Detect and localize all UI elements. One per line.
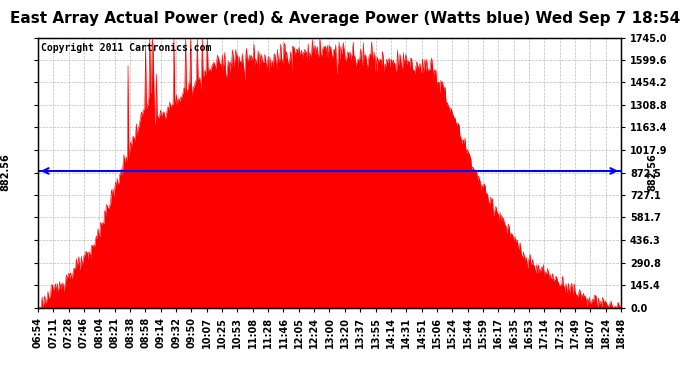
Text: East Array Actual Power (red) & Average Power (Watts blue) Wed Sep 7 18:54: East Array Actual Power (red) & Average … (10, 11, 680, 26)
Text: Copyright 2011 Cartronics.com: Copyright 2011 Cartronics.com (41, 43, 211, 53)
Text: 882.56: 882.56 (1, 154, 10, 191)
Text: 882.56: 882.56 (647, 154, 657, 191)
